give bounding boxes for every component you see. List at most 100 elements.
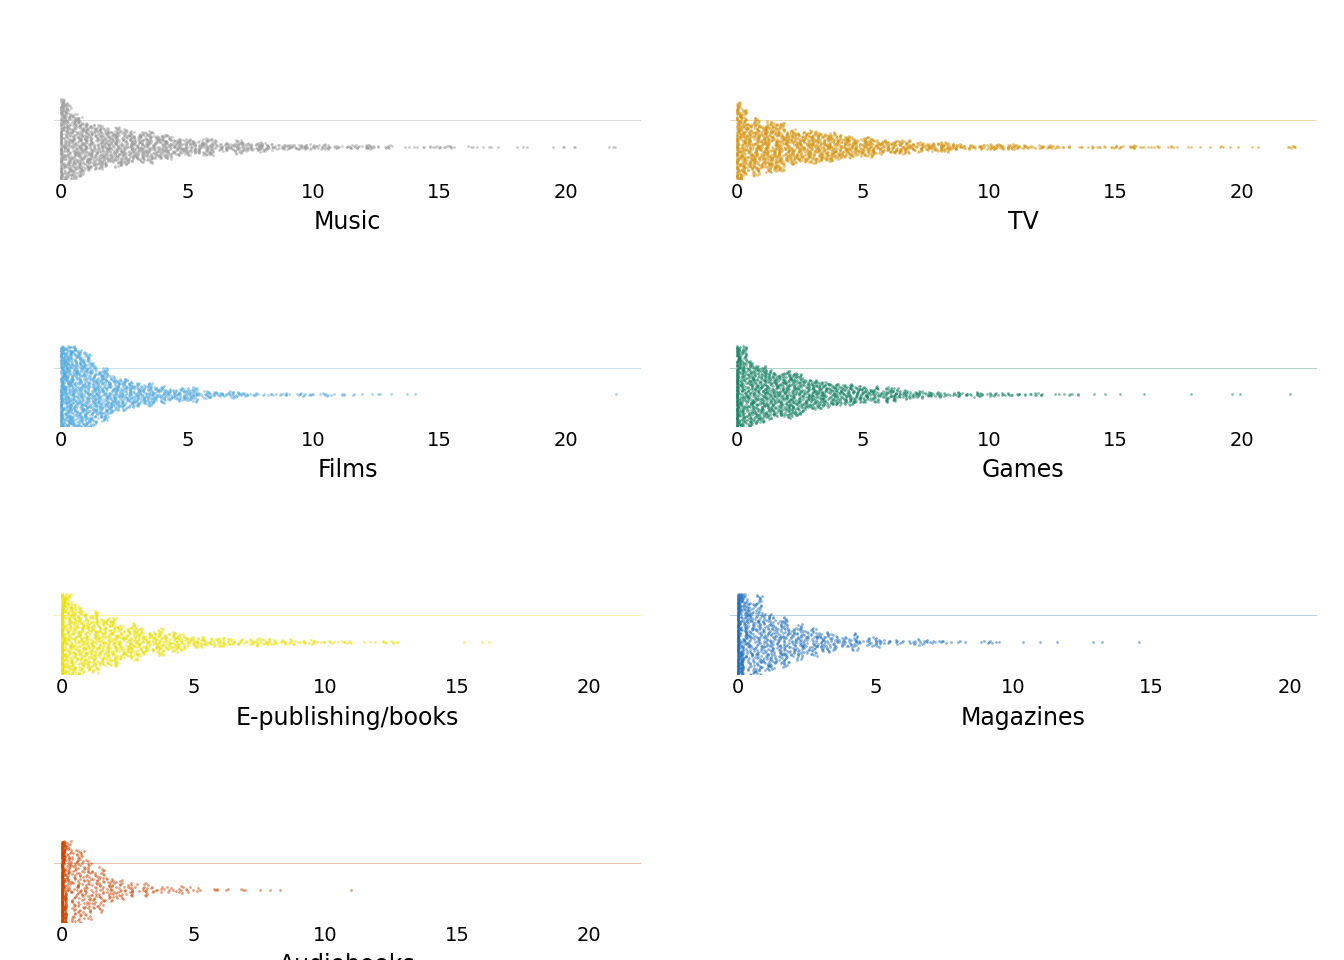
Point (840, 394, 862, 409)
Point (730, 614, 751, 630)
Point (821, 142, 843, 157)
Point (340, 140, 362, 156)
Point (91, 864, 113, 879)
Point (89, 383, 110, 398)
Point (69, 643, 90, 659)
Point (151, 621, 172, 636)
Point (732, 133, 754, 149)
Point (851, 382, 872, 397)
Point (770, 627, 792, 642)
Point (82, 142, 103, 157)
Point (140, 629, 161, 644)
Point (732, 595, 754, 611)
Point (767, 385, 789, 400)
Point (160, 146, 181, 161)
Point (827, 134, 848, 150)
Point (95, 365, 117, 380)
Point (185, 638, 207, 654)
Point (804, 399, 825, 415)
Point (780, 639, 801, 655)
Point (55, 682, 77, 697)
Point (132, 125, 153, 140)
Point (794, 624, 816, 639)
Point (200, 142, 222, 157)
Point (732, 339, 754, 354)
Point (60, 111, 82, 127)
Point (124, 633, 145, 648)
Point (804, 391, 825, 406)
Point (128, 134, 149, 150)
Point (1039, 139, 1060, 155)
Point (118, 639, 140, 655)
Point (814, 383, 836, 398)
Point (918, 136, 939, 152)
Point (54, 152, 75, 167)
Point (52, 596, 74, 612)
Point (763, 405, 785, 420)
Point (71, 660, 93, 676)
Point (727, 656, 749, 671)
Point (761, 159, 782, 175)
Point (735, 113, 757, 129)
Point (65, 664, 86, 680)
Point (839, 390, 860, 405)
Point (749, 362, 770, 377)
Point (167, 628, 188, 643)
Point (97, 632, 118, 647)
Point (829, 129, 851, 144)
Point (63, 376, 85, 392)
Point (52, 618, 74, 634)
Point (51, 622, 73, 637)
Point (796, 629, 817, 644)
Point (902, 389, 923, 404)
Point (734, 400, 755, 416)
Point (55, 398, 77, 414)
Point (199, 635, 220, 650)
Point (754, 131, 775, 146)
Point (106, 634, 128, 649)
Point (62, 375, 83, 391)
Point (863, 140, 884, 156)
Point (794, 632, 816, 647)
Point (767, 157, 789, 173)
Point (732, 404, 754, 420)
Point (880, 139, 902, 155)
Point (727, 633, 749, 648)
Point (781, 386, 802, 401)
Point (282, 138, 304, 154)
Point (849, 388, 871, 403)
Point (793, 140, 814, 156)
Point (69, 605, 90, 620)
Point (214, 388, 235, 403)
Point (759, 405, 781, 420)
Point (91, 382, 113, 397)
Point (746, 388, 767, 403)
Point (70, 160, 91, 176)
Point (915, 139, 937, 155)
Point (75, 139, 97, 155)
Point (730, 178, 751, 193)
Point (108, 119, 129, 134)
Point (198, 133, 219, 149)
Point (51, 375, 73, 391)
Point (727, 384, 749, 399)
Point (751, 377, 773, 393)
Point (746, 372, 767, 387)
Point (817, 626, 839, 641)
Point (910, 142, 931, 157)
Point (805, 625, 827, 640)
Point (735, 602, 757, 617)
Point (87, 874, 109, 889)
Point (732, 659, 754, 674)
Point (58, 595, 79, 611)
Point (833, 139, 855, 155)
Point (55, 432, 77, 447)
Point (735, 116, 757, 132)
Point (823, 128, 844, 143)
Point (771, 382, 793, 397)
Point (74, 629, 95, 644)
Point (769, 644, 790, 660)
Point (906, 385, 927, 400)
Point (735, 636, 757, 652)
Point (730, 648, 751, 663)
